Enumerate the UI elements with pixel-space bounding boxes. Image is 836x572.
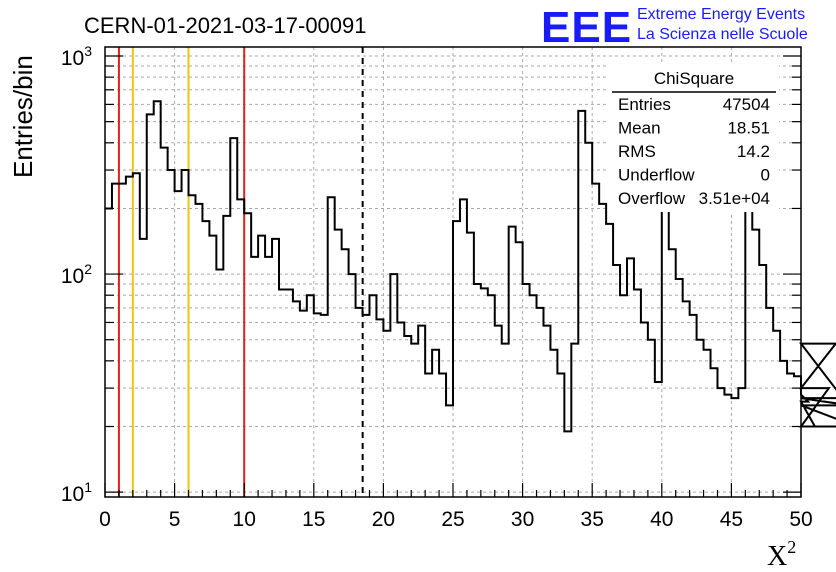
y-tick-labels: 101 102 103	[61, 43, 92, 506]
y-tick-label: 102	[61, 261, 92, 288]
stats-title: ChiSquare	[654, 69, 734, 88]
eee-logo: EEE	[541, 3, 632, 52]
x-tick-label: 45	[720, 508, 743, 531]
x-tick-label: 15	[302, 508, 325, 531]
stat-label: RMS	[618, 142, 656, 161]
x-tick-label: 30	[511, 508, 534, 531]
stat-value: 14.2	[737, 142, 770, 161]
stats-box: ChiSquare Entries 47504 Mean 18.51 RMS 14.2 Un…	[609, 64, 779, 212]
x-axis-label: X2	[767, 537, 796, 572]
stat-label: Underflow	[618, 166, 695, 185]
axis-ticks	[104, 55, 802, 497]
logo-subtitle-line2: La Scienza nelle Scuole	[637, 26, 808, 43]
x-tick-label: 5	[169, 508, 181, 531]
stat-label: Overflow	[618, 189, 686, 208]
logo-subtitle-line1: Extreme Energy Events	[637, 6, 805, 23]
x-tick-labels: 0 5 10 15 20 25 30 35 40 45 50	[99, 508, 813, 531]
y-tick-label: 103	[61, 43, 92, 70]
stat-value: 47504	[723, 95, 770, 114]
x-tick-label: 0	[99, 508, 111, 531]
stat-label: Entries	[618, 95, 671, 114]
stat-value: 18.51	[727, 119, 770, 138]
reference-lines	[117, 47, 364, 497]
y-tick-label: 101	[61, 479, 92, 506]
y-axis-label: Entries/bin	[8, 55, 38, 178]
x-tick-label: 50	[789, 508, 812, 531]
stat-value: 3.51e+04	[699, 189, 770, 208]
stat-label: Mean	[618, 119, 661, 138]
x-tick-label: 20	[372, 508, 395, 531]
x-tick-label: 40	[650, 508, 673, 531]
x-tick-label: 35	[581, 508, 604, 531]
chart-title: CERN-01-2021-03-17-00091	[84, 13, 367, 38]
x-tick-label: 10	[233, 508, 256, 531]
histogram-line	[105, 100, 836, 433]
stat-value: 0	[761, 166, 770, 185]
x-tick-label: 25	[441, 508, 464, 531]
